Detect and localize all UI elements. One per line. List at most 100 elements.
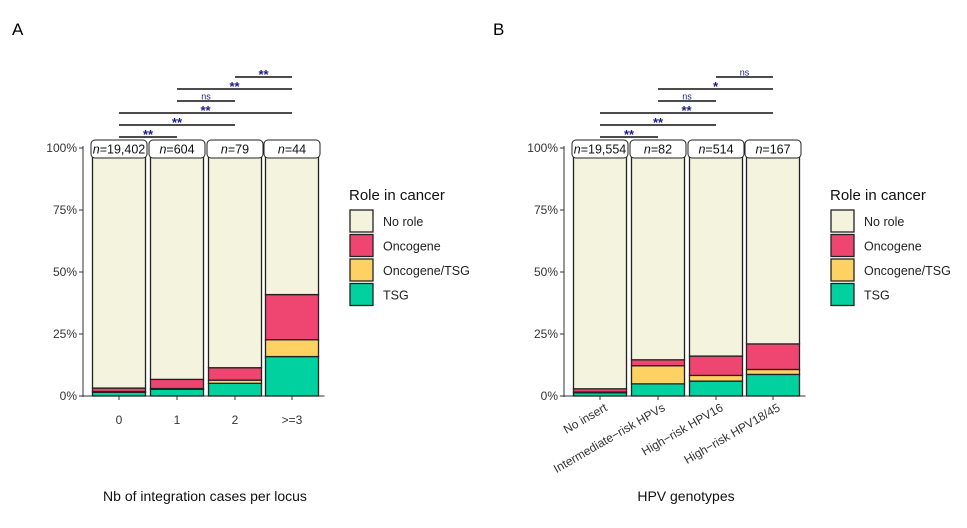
x-tick-label: 2 [232,413,239,427]
n-label-text: n=79 [221,143,249,157]
n-label: n=167 [744,139,802,159]
y-tick-label: 25% [53,327,77,341]
n-label-text: n=514 [698,143,733,157]
n-label-text: n=19,402 [93,143,146,157]
legend-key [830,233,855,258]
n-label-text: n=82 [644,143,672,157]
n-label: n=604 [148,139,206,159]
significance-label: ** [200,103,211,118]
legend-key [830,209,855,233]
legend-label: No role [864,215,904,229]
x-tick-label: High−risk HPV18/45 [682,400,783,466]
legend-label: TSG [383,289,409,303]
y-tick-label: 0% [541,389,559,403]
n-label-box [629,139,687,159]
x-tick-label: 1 [174,413,181,427]
significance-label: ** [653,115,664,130]
x-axis-title: HPV genotypes [637,488,734,504]
n-label-text: n=167 [755,143,790,157]
bar-segment-no-role [688,147,744,357]
n-label-box [263,139,321,159]
significance-label: ns [682,92,692,102]
bar-segment-no-role [207,147,263,369]
n-label: n=79 [206,139,264,159]
legend-label: No role [383,215,423,229]
bar-segment-oncogene [264,293,320,341]
panel-B: B 0% 25% 50% 75% 100% n=19,554 No insert n=82 Int… [493,20,951,504]
n-label: n=19,402 [90,139,148,159]
legend-label: Oncogene/TSG [383,264,470,278]
bar-segment-oncogene [149,378,205,390]
x-axis-title: Nb of integration cases per locus [103,488,307,504]
legend-key [830,258,855,282]
legend-key [349,258,374,282]
n-label-box [571,139,629,159]
n-label-box [148,139,206,159]
legend-key [349,282,374,307]
legend: Role in cancer No role Oncogene Oncogene/TS… [830,187,951,307]
bar-segment-no-role [149,147,205,381]
n-label-text: n=44 [278,143,306,157]
bar-segment-oncogene [745,343,801,371]
n-label: n=514 [687,139,745,159]
bar-segment-no-role [745,147,801,345]
n-label-text: n=604 [159,143,194,157]
panel-label: A [12,20,24,39]
n-label: n=44 [263,139,321,159]
x-tick-label: 0 [116,413,123,427]
y-tick-label: 100% [46,141,77,155]
bar-segment-tsg [688,380,744,397]
y-tick-label: 75% [53,203,77,217]
legend-key [830,282,855,307]
bar-segment-tsg [264,355,320,397]
legend-label: Oncogene [864,240,922,254]
y-tick-label: 50% [53,265,77,279]
bar-segment-oncogene-tsg [745,368,801,376]
bar-segment-no-role [572,147,628,390]
bar-segment-no-role [264,147,320,296]
bar-segment-no-role [91,147,147,389]
legend-key [349,233,374,258]
y-tick-label: 50% [534,265,558,279]
panel-label: B [493,20,504,39]
n-label-box [687,139,745,159]
significance-label: ** [624,127,635,142]
legend-title: Role in cancer [830,187,926,204]
bar-segment-oncogene-tsg [630,365,686,385]
y-tick-label: 100% [527,141,558,155]
y-tick-label: 0% [60,389,78,403]
x-tick-label: No insert [561,400,610,436]
legend-label: Oncogene [383,240,441,254]
significance-label: * [713,79,719,94]
n-label-box [90,139,148,159]
legend: Role in cancer No role Oncogene Oncogene/TS… [349,187,470,307]
bar-segment-oncogene-tsg [688,374,744,382]
bar-segment-tsg [149,388,205,397]
legend-label: TSG [864,289,890,303]
n-label: n=19,554 [571,139,629,159]
bar-segment-oncogene [630,359,686,367]
legend-title: Role in cancer [349,187,445,204]
bar-segment-tsg [630,383,686,397]
y-tick-label: 25% [534,327,558,341]
significance-label: ** [681,103,692,118]
significance-label: ** [172,115,183,130]
y-tick-label: 75% [534,203,558,217]
bar-segment-no-role [630,147,686,361]
panel-A: A 0% 25% 50% 75% 100% n=19,402 0 n=604 1 n=79 2 n=44… [12,20,470,504]
legend-label: Oncogene/TSG [864,264,951,278]
bar-segment-tsg [207,382,263,397]
significance-label: ns [740,68,750,78]
significance-label: ** [143,127,154,142]
x-tick-label: Intermediate−risk HPVs [551,400,667,475]
bar-segment-tsg [745,373,801,397]
bar-segment-oncogene-tsg [264,339,320,358]
bar-segment-oncogene [688,355,744,377]
significance-label: ** [258,67,269,82]
significance-label: ns [201,92,211,102]
n-label: n=82 [629,139,687,159]
n-label-box [206,139,264,159]
bar-segment-oncogene [207,367,263,381]
x-tick-label: >=3 [282,413,303,427]
